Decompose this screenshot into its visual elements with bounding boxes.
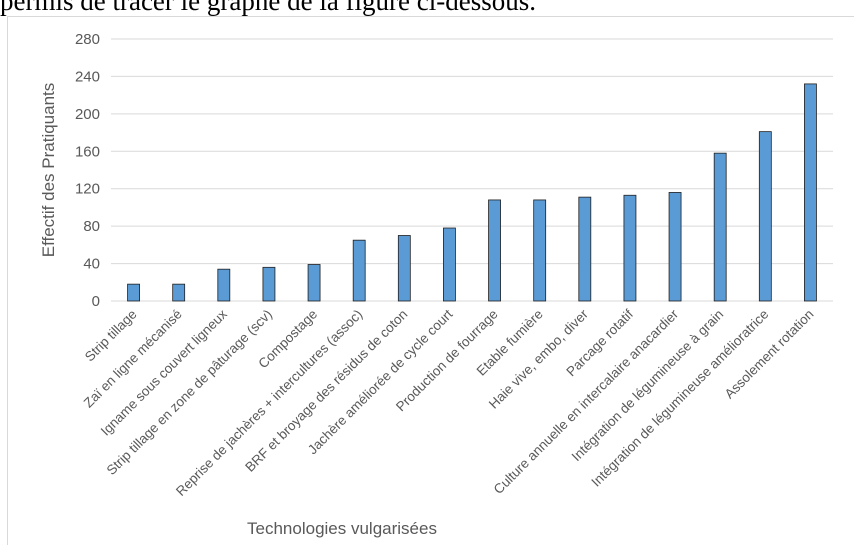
caption-text: permis de tracer le graphe de la figure … [0,0,537,16]
x-tick-label: Strip tillage en zone de pâturage (scv) [104,307,275,478]
bar [217,268,231,302]
bar [127,283,140,302]
y-tick-label: 200 [75,106,100,123]
bar [307,264,321,302]
x-tick-label: BRF et broyage des résidus de coton [242,307,410,475]
x-tick-label: Assolement rotation [722,307,817,402]
bar [488,199,501,302]
bar [533,199,547,302]
y-tick-label: 240 [75,68,100,85]
y-tick-label: 160 [75,143,100,160]
bar [668,192,682,302]
bar [804,83,817,302]
bar [758,131,772,302]
y-tick-label: 80 [83,218,100,235]
y-tick-label: 120 [75,181,100,198]
bar [172,283,186,302]
y-tick-label: 0 [92,293,100,310]
bar [443,227,456,302]
y-axis-title: Effectif des Pratiquants [39,83,58,258]
gridlines [111,38,833,302]
bar [578,196,592,302]
x-axis-title: Technologies vulgarisées [247,519,437,538]
bar [713,152,727,302]
y-tick-labels: 0 40 80 120 160 200 240 280 [75,31,100,310]
bar [262,266,276,302]
bar [623,194,637,302]
bars [127,83,817,302]
y-tick-label: 40 [83,256,100,273]
chart-frame [7,16,854,545]
bar [397,235,411,302]
y-tick-label: 280 [75,31,100,48]
bar [352,239,366,302]
